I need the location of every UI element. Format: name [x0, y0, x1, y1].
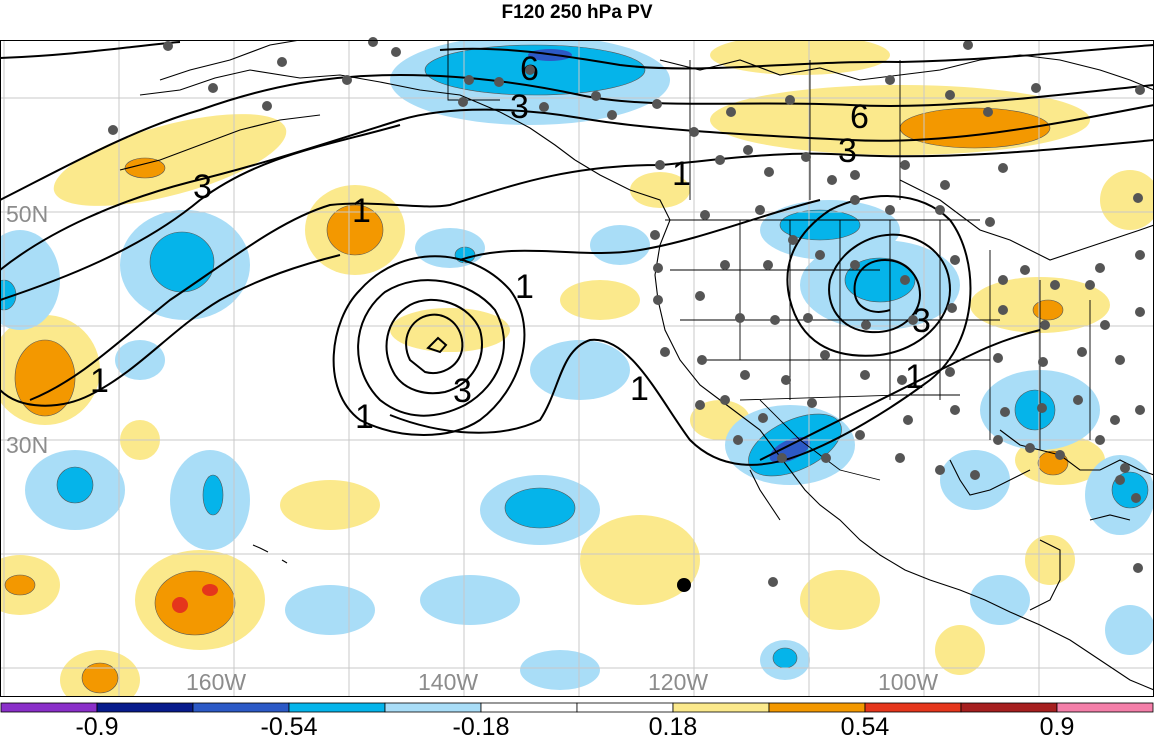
lon-label-120w: 120W — [648, 669, 708, 695]
pv-positive-strong-shading — [4, 107, 1069, 694]
contour-label: 1 — [630, 370, 649, 408]
colorbar-swatch — [384, 702, 482, 713]
contour-label: 3 — [838, 132, 857, 170]
chart-title: F120 250 hPa PV — [501, 2, 653, 23]
lat-lon-grid — [0, 40, 1154, 697]
contour-label: 1 — [352, 192, 371, 230]
colorbar — [0, 702, 1154, 713]
colorbar-swatch — [768, 702, 866, 713]
contour-label: 6 — [850, 98, 869, 136]
colorbar-swatch — [864, 702, 962, 713]
station-dots — [108, 37, 1145, 587]
contour-label: 3 — [510, 88, 529, 126]
colorbar-label: 0.9 — [1040, 713, 1075, 739]
contour-label: 3 — [912, 302, 931, 340]
colorbar-swatch — [0, 702, 98, 713]
pv-contours — [0, 41, 1154, 466]
lat-label-50n: 50N — [6, 201, 48, 227]
contour-label: 3 — [453, 372, 472, 410]
political-borders — [447, 40, 1091, 481]
contour-label: 3 — [193, 168, 212, 206]
contour-labels: 6 6 3 3 3 3 3 3 1 1 1 1 1 1 1 — [90, 50, 931, 436]
colorbar-swatch — [576, 702, 674, 713]
lat-label-30n: 30N — [6, 432, 48, 458]
contour-label: 1 — [90, 362, 109, 400]
contour-label: 1 — [355, 398, 374, 436]
colorbar-label: 0.18 — [649, 713, 698, 739]
contour-label: 1 — [515, 268, 534, 306]
colorbar-label: -0.18 — [453, 713, 510, 739]
colorbar-labels: -0.9 -0.54 -0.18 0.18 0.54 0.9 — [75, 713, 1074, 739]
contour-label: 1 — [905, 358, 924, 396]
colorbar-swatch — [672, 702, 770, 713]
coastlines — [119, 40, 1154, 691]
colorbar-swatch — [960, 702, 1058, 713]
lon-label-100w: 100W — [878, 669, 938, 695]
colorbar-swatch — [288, 702, 386, 713]
colorbar-swatch — [192, 702, 290, 713]
colorbar-swatch — [1056, 702, 1154, 713]
contour-label: 1 — [672, 155, 691, 193]
pv-positive-max-shading — [172, 584, 218, 613]
lon-label-160w: 160W — [186, 669, 246, 695]
lon-label-140w: 140W — [418, 669, 478, 695]
marker-dot — [677, 578, 691, 592]
colorbar-label: -0.54 — [261, 713, 318, 739]
colorbar-label: -0.9 — [75, 713, 118, 739]
colorbar-label: 0.54 — [841, 713, 890, 739]
colorbar-swatch — [480, 702, 578, 713]
colorbar-swatch — [96, 702, 194, 713]
